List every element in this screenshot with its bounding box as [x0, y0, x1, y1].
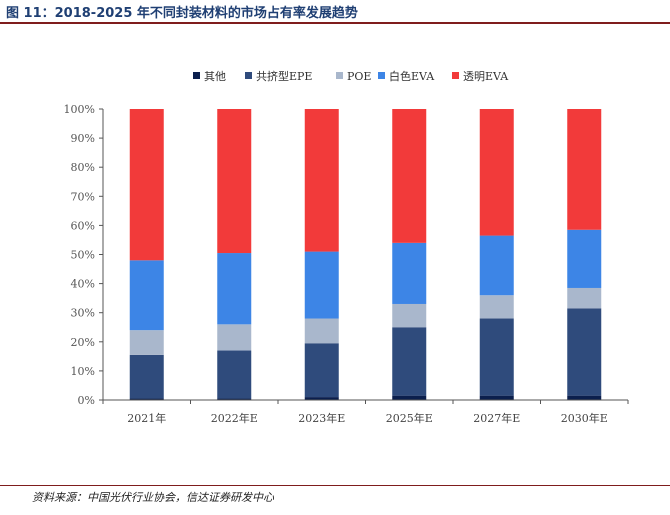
bar-segment-2025年E-白色EVA: [392, 242, 427, 304]
legend-swatch-4: [452, 72, 459, 79]
legend-swatch-3: [378, 72, 385, 79]
bar-segment-2022年E-共挤型EPE: [217, 350, 252, 399]
stacked-bar-chart: 其他 共挤型EPE POE 白色EVA 透明EVA 0% 10% 20% 30% 40% 50% 6…: [64, 69, 629, 425]
y-tick-label: 90%: [71, 132, 95, 145]
bar-segment-2030年E-POE: [567, 287, 602, 309]
figure-title: 图 11：2018-2025 年不同封装材料的市场占有率发展趋势: [6, 6, 358, 21]
y-tick-label: 0%: [78, 394, 95, 407]
bar-segment-2023年E-共挤型EPE: [304, 343, 339, 398]
bar-segment-2023年E-POE: [304, 318, 339, 344]
bar-segment-2022年E-其他: [217, 398, 252, 400]
y-tick-label: 70%: [71, 190, 95, 203]
y-tick-label: 30%: [71, 307, 95, 320]
bar-segment-2027年E-其他: [479, 395, 514, 400]
bar-segment-2022年E-POE: [217, 324, 252, 351]
y-tick-label: 50%: [71, 249, 95, 262]
bar-segment-2025年E-POE: [392, 303, 427, 328]
y-axis: 0% 10% 20% 30% 40% 50% 60% 70% 80% 90% 100%: [64, 103, 104, 407]
bar-segment-2021年-透明EVA: [129, 109, 164, 261]
legend-label-1: 共挤型EPE: [256, 69, 312, 83]
x-tick-label: 2022年E: [211, 411, 258, 425]
bar-segment-2022年E-透明EVA: [217, 109, 252, 254]
bar-segment-2022年E-白色EVA: [217, 253, 252, 325]
x-axis: 2021年 2022年E 2023年E 2025年E 2027年E 2030年E: [102, 399, 629, 425]
y-tick-label: 100%: [64, 103, 95, 116]
bar-segment-2025年E-透明EVA: [392, 109, 427, 243]
y-tick-label: 40%: [71, 278, 95, 291]
bar-segment-2030年E-其他: [567, 395, 602, 400]
legend-swatch-0: [193, 72, 200, 79]
legend-label-0: 其他: [204, 70, 226, 83]
source-note: 资料来源：中国光伏行业协会，信达证券研发中心: [32, 491, 274, 504]
bar-segment-2030年E-白色EVA: [567, 229, 602, 288]
bar-segment-2030年E-共挤型EPE: [567, 308, 602, 396]
legend-swatch-2: [336, 72, 343, 79]
x-tick-label: 2023年E: [298, 411, 345, 425]
bar-segment-2025年E-共挤型EPE: [392, 327, 427, 396]
legend-label-4: 透明EVA: [463, 70, 509, 83]
legend-swatch-1: [245, 72, 252, 79]
x-tick-label: 2027年E: [473, 411, 520, 425]
bar-segment-2023年E-透明EVA: [304, 109, 339, 252]
legend-label-2: POE: [347, 70, 371, 83]
x-tick-label: 2025年E: [386, 411, 433, 425]
bar-segment-2021年-白色EVA: [129, 260, 164, 331]
chart-legend: 其他 共挤型EPE POE 白色EVA 透明EVA: [193, 69, 509, 83]
y-tick-label: 80%: [71, 161, 95, 174]
legend-label-3: 白色EVA: [389, 69, 435, 83]
y-tick-label: 20%: [71, 336, 95, 349]
bar-stacks: [129, 109, 602, 400]
y-tick-label: 60%: [71, 219, 95, 232]
source-divider: [0, 485, 670, 486]
bar-segment-2023年E-白色EVA: [304, 251, 339, 319]
bar-segment-2027年E-透明EVA: [479, 109, 514, 236]
bar-segment-2021年-POE: [129, 330, 164, 355]
title-divider: [0, 22, 670, 24]
bar-segment-2023年E-其他: [304, 397, 339, 400]
bar-segment-2021年-其他: [129, 398, 164, 400]
x-tick-label: 2030年E: [561, 411, 608, 425]
x-tick-label: 2021年: [127, 411, 166, 425]
bar-segment-2027年E-共挤型EPE: [479, 318, 514, 396]
y-tick-label: 10%: [71, 365, 95, 378]
bar-segment-2030年E-透明EVA: [567, 109, 602, 230]
bar-segment-2027年E-白色EVA: [479, 235, 514, 296]
bar-segment-2027年E-POE: [479, 295, 514, 319]
bar-segment-2021年-共挤型EPE: [129, 354, 164, 399]
bar-segment-2025年E-其他: [392, 395, 427, 400]
